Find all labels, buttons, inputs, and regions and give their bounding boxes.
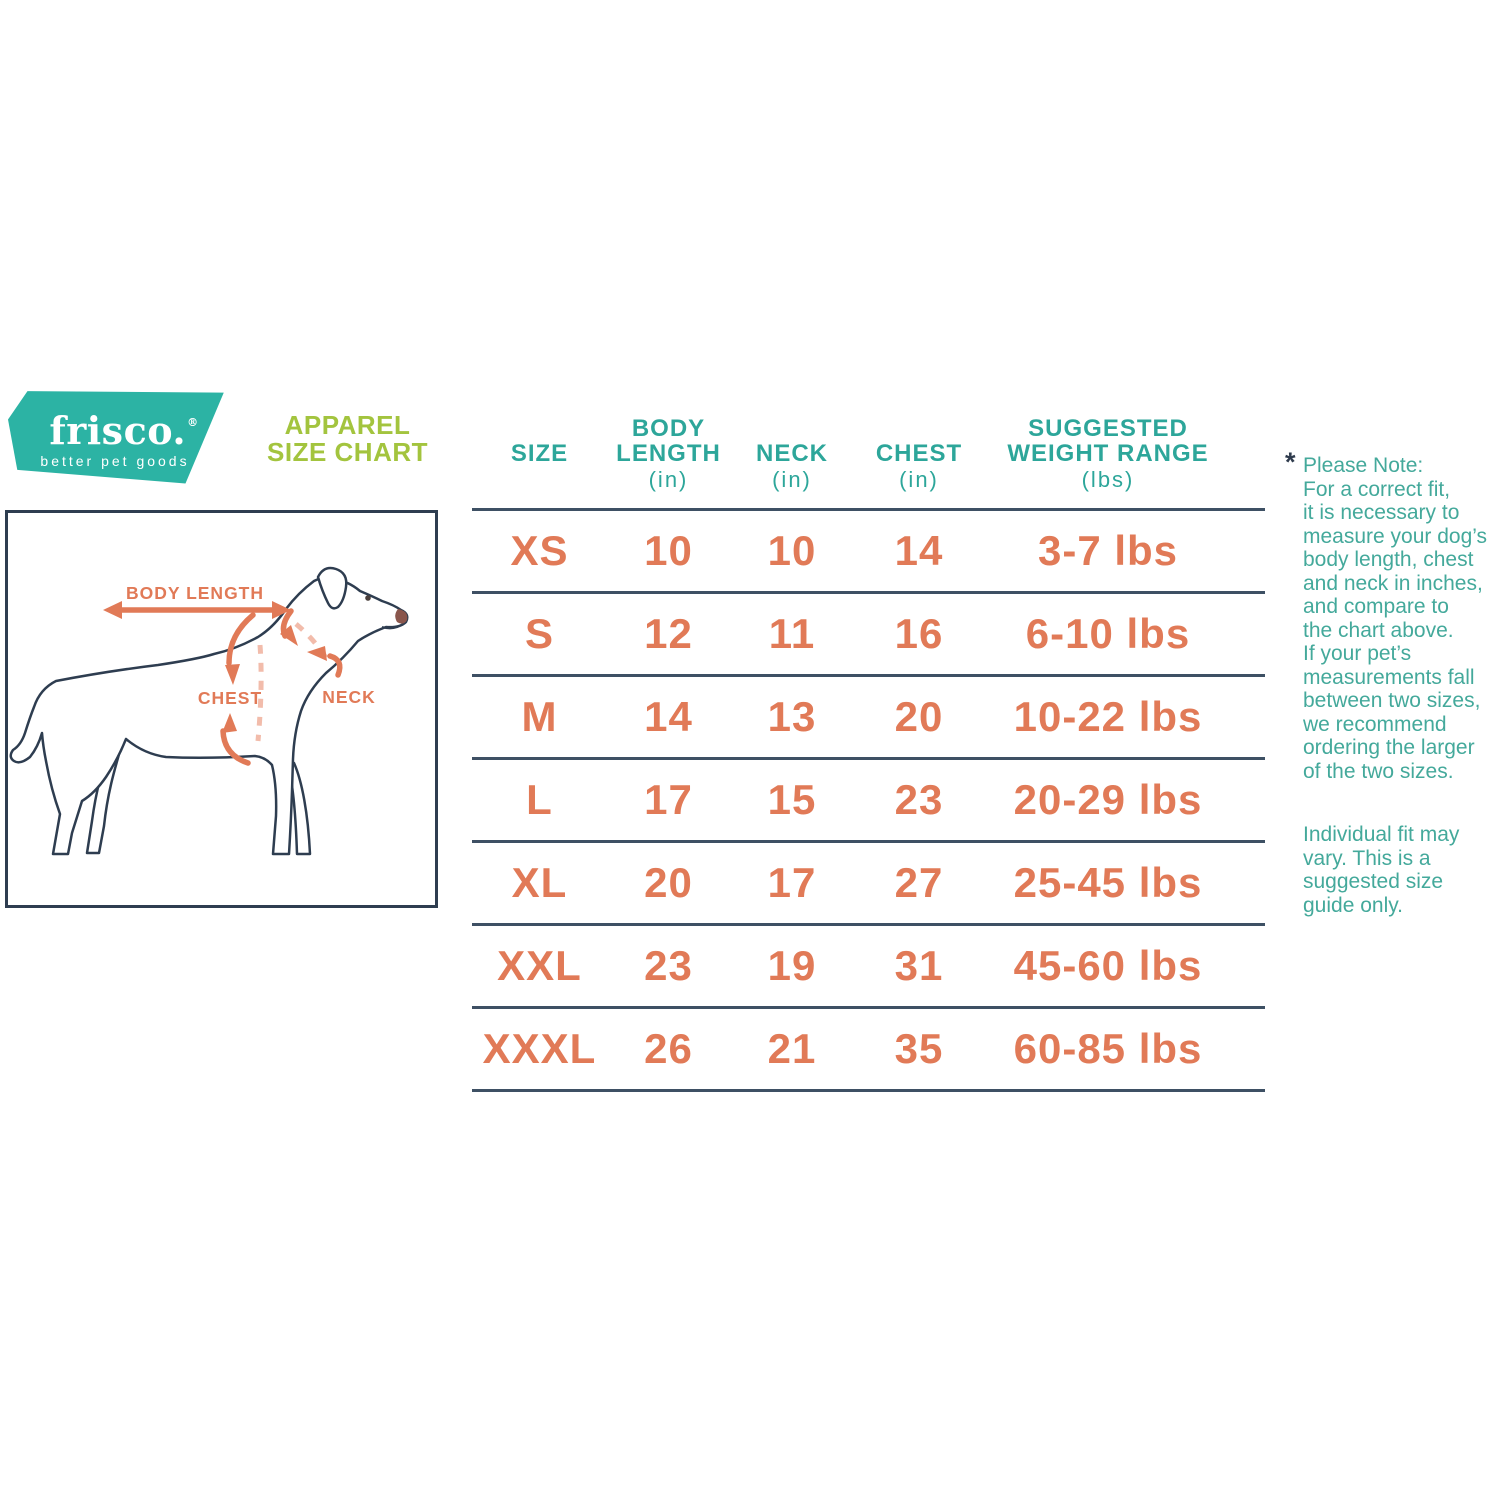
- chest-arrowhead-up: [222, 713, 237, 733]
- weight-range-cell: 3-7 lbs: [1037, 527, 1179, 574]
- table-row-xl: XL 20 17 27 25-45 lbs: [472, 840, 1265, 923]
- size-cell: XS: [510, 527, 569, 574]
- column-unit: (in): [772, 467, 812, 492]
- body-length-cell: 23: [644, 942, 693, 989]
- column-unit: (in): [899, 467, 939, 492]
- dog-illustration: BODY LENGTH CHEST NECK: [9, 566, 409, 856]
- chest-cell: 16: [894, 610, 944, 657]
- column-unit: (in): [648, 467, 689, 492]
- dog-ear: [316, 566, 348, 610]
- chest-cell: 23: [894, 776, 944, 823]
- table-row-xs: XS 10 10 14 3-7 lbs: [472, 508, 1265, 591]
- dog-nose: [395, 609, 408, 624]
- neck-cell: 17: [767, 859, 817, 906]
- note-secondary-text: Individual fit may vary. This is a sugge…: [1303, 823, 1460, 917]
- column-label: SUGGESTED WEIGHT RANGE: [1007, 415, 1209, 467]
- weight-range-cell: 25-45 lbs: [1013, 859, 1203, 906]
- dog-body-outline: [9, 576, 409, 856]
- body-length-cell: 17: [644, 776, 693, 823]
- frisco-logo: frisco.® better pet goods: [8, 391, 224, 484]
- chest-cell: 14: [894, 527, 944, 574]
- brand-name-text: frisco.: [49, 408, 187, 453]
- neck-cell: 15: [767, 776, 817, 823]
- brand-tagline: better pet goods: [40, 453, 190, 469]
- column-label: NECK: [755, 439, 828, 467]
- weight-range-cell: 10-22 lbs: [1013, 693, 1203, 740]
- chest-tape-hidden-dash: [255, 644, 264, 742]
- column-header-neck: NECK (in): [730, 398, 854, 498]
- neck-cell: 11: [768, 610, 816, 657]
- body-length-arrowhead-right: [272, 601, 291, 619]
- column-label: CHEST: [875, 439, 963, 467]
- column-label: BODY LENGTH: [616, 415, 721, 467]
- column-label: SIZE: [510, 439, 569, 467]
- column-unit: (lbs): [1081, 467, 1135, 492]
- table-row-xxl: XXL 23 19 31 45-60 lbs: [472, 923, 1265, 1006]
- size-table: XS 10 10 14 3-7 lbs S 12 11 16 6-10 lbs …: [472, 508, 1265, 1092]
- column-header-chest: CHEST (in): [854, 398, 984, 498]
- neck-tape-lower-arc: [327, 653, 343, 678]
- chest-cell: 20: [894, 693, 944, 740]
- title-line-2: SIZE CHART: [267, 437, 428, 467]
- column-header-size: SIZE: [472, 398, 607, 498]
- chest-cell: 27: [894, 859, 944, 906]
- dog-eye: [365, 595, 371, 601]
- size-cell: L: [526, 776, 553, 823]
- neck-cell: 10: [767, 527, 817, 574]
- neck-label: NECK: [322, 687, 376, 707]
- size-cell: M: [521, 693, 558, 740]
- body-length-cell: 12: [644, 610, 693, 657]
- size-table-header: SIZE BODY LENGTH (in) NECK (in) CHEST (i…: [472, 398, 1265, 498]
- body-length-arrowhead-left: [103, 601, 122, 619]
- table-row-l: L 17 15 23 20-29 lbs: [472, 757, 1265, 840]
- note-asterisk: *: [1285, 447, 1296, 477]
- chest-arrowhead-down: [225, 664, 240, 685]
- size-cell: S: [524, 610, 554, 657]
- chest-label: CHEST: [198, 688, 262, 708]
- note-primary-text: Please Note: For a correct fit, it is ne…: [1303, 454, 1488, 783]
- weight-range-cell: 45-60 lbs: [1013, 942, 1203, 989]
- table-row-s: S 12 11 16 6-10 lbs: [472, 591, 1265, 674]
- column-header-body-length: BODY LENGTH (in): [607, 398, 730, 498]
- size-cell: XL: [511, 859, 568, 906]
- page-title: APPAREL SIZE CHART: [255, 412, 440, 466]
- body-length-cell: 10: [644, 527, 693, 574]
- registered-mark: ®: [187, 416, 199, 429]
- measurement-diagram: BODY LENGTH CHEST NECK: [5, 510, 438, 908]
- neck-cell: 19: [767, 942, 817, 989]
- note-panel: * Please Note: For a correct fit, it is …: [1285, 449, 1500, 917]
- weight-range-cell: 6-10 lbs: [1025, 610, 1191, 657]
- brand-name: frisco.®: [8, 404, 224, 453]
- column-header-weight-range: SUGGESTED WEIGHT RANGE (lbs): [984, 398, 1265, 498]
- neck-arrowhead-down: [280, 625, 298, 646]
- weight-range-cell: 60-85 lbs: [1013, 1025, 1203, 1072]
- title-line-1: APPAREL: [284, 410, 411, 440]
- neck-cell: 13: [767, 693, 817, 740]
- chest-cell: 35: [894, 1025, 944, 1072]
- neck-cell: 21: [767, 1025, 817, 1072]
- size-cell: XXXL: [482, 1025, 597, 1072]
- body-length-cell: 14: [644, 693, 693, 740]
- neck-arrowhead-up: [307, 646, 327, 661]
- weight-range-cell: 20-29 lbs: [1013, 776, 1203, 823]
- table-row-m: M 14 13 20 10-22 lbs: [472, 674, 1265, 757]
- chest-cell: 31: [894, 942, 944, 989]
- chest-tape-lower-arc: [220, 728, 251, 766]
- size-cell: XXL: [497, 942, 582, 989]
- body-length-cell: 20: [644, 859, 693, 906]
- body-length-label: BODY LENGTH: [126, 583, 264, 603]
- chest-tape-upper-arc: [226, 612, 256, 666]
- dog-mouth-line: [381, 622, 406, 630]
- body-length-cell: 26: [644, 1025, 693, 1072]
- table-row-xxxl: XXXL 26 21 35 60-85 lbs: [472, 1006, 1265, 1089]
